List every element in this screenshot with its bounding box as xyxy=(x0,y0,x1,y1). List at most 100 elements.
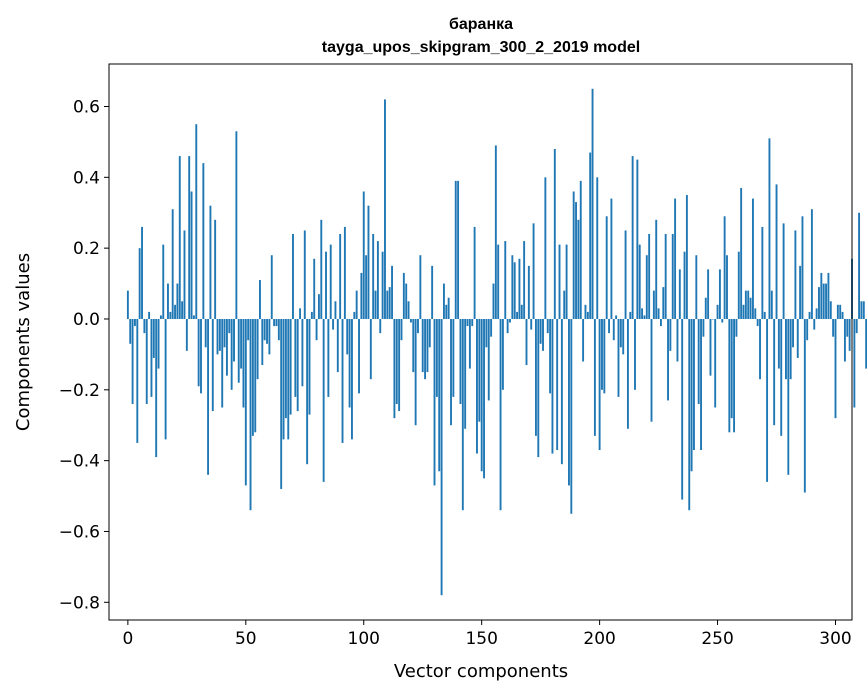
bar xyxy=(704,297,707,319)
bar xyxy=(419,255,422,319)
bar xyxy=(563,290,566,319)
bar xyxy=(306,318,309,465)
bar xyxy=(200,318,202,394)
bar xyxy=(766,318,769,482)
bar xyxy=(233,318,235,362)
bar xyxy=(159,315,162,319)
bar xyxy=(862,301,865,319)
bar xyxy=(391,265,393,319)
bar xyxy=(284,318,287,419)
bar xyxy=(721,318,724,323)
y-tick-label: −0.4 xyxy=(59,452,100,472)
bar xyxy=(693,318,695,451)
bar xyxy=(796,318,799,358)
bar xyxy=(605,216,608,319)
bar xyxy=(365,255,368,319)
bar xyxy=(353,311,356,319)
bar xyxy=(865,318,867,369)
bar xyxy=(723,216,726,319)
bar xyxy=(711,318,714,320)
bar xyxy=(716,304,719,319)
bar xyxy=(737,251,740,319)
x-tick-label: 200 xyxy=(583,629,615,649)
bar xyxy=(530,318,533,330)
bar xyxy=(249,318,252,511)
bar xyxy=(310,311,313,319)
bar xyxy=(294,318,297,397)
bar xyxy=(308,318,311,415)
bar xyxy=(596,177,599,319)
bar xyxy=(751,198,754,319)
bar xyxy=(754,308,757,319)
bar xyxy=(254,318,257,433)
bar xyxy=(626,318,629,429)
bar xyxy=(131,318,134,404)
bar xyxy=(457,180,460,319)
bar xyxy=(777,318,780,369)
bar xyxy=(329,244,332,319)
bar xyxy=(348,318,351,408)
bar xyxy=(610,198,613,319)
bar xyxy=(240,318,243,369)
bar xyxy=(461,318,464,511)
bar xyxy=(176,283,179,319)
bar xyxy=(334,301,337,319)
bar xyxy=(832,318,835,337)
bar xyxy=(730,318,733,419)
bar xyxy=(513,262,516,319)
bar xyxy=(336,318,339,373)
bar xyxy=(395,318,398,404)
bar xyxy=(579,180,582,319)
bar xyxy=(608,318,610,334)
bar xyxy=(214,219,217,319)
bar xyxy=(339,233,342,319)
bar xyxy=(343,226,346,319)
bar xyxy=(662,287,665,319)
bar xyxy=(317,294,320,319)
bar xyxy=(813,318,816,330)
bar xyxy=(426,318,429,373)
bar xyxy=(695,255,698,319)
bar xyxy=(483,318,485,479)
bar xyxy=(499,318,502,511)
bar xyxy=(454,180,457,319)
bar xyxy=(494,145,497,319)
bar xyxy=(700,318,702,451)
bar xyxy=(615,315,618,319)
bar xyxy=(150,318,153,397)
bar xyxy=(256,318,259,380)
bar xyxy=(806,318,809,341)
plot-frame xyxy=(108,63,853,621)
bar xyxy=(761,226,764,319)
bar xyxy=(683,251,686,319)
bar xyxy=(299,308,301,319)
bar xyxy=(263,318,266,341)
bar xyxy=(834,318,837,419)
bar xyxy=(204,318,207,348)
bar xyxy=(728,318,731,433)
bar xyxy=(369,318,372,380)
bar xyxy=(174,304,176,319)
bar xyxy=(362,191,365,319)
bar xyxy=(785,318,787,380)
bar xyxy=(575,202,577,319)
bar xyxy=(546,318,549,334)
bar xyxy=(836,304,839,319)
bar xyxy=(313,258,316,319)
bar xyxy=(367,205,370,319)
bar xyxy=(178,156,181,319)
bar xyxy=(520,304,523,319)
bar xyxy=(676,318,679,362)
x-tick-label: 0 xyxy=(122,629,133,649)
bar xyxy=(544,177,547,319)
bar xyxy=(487,318,490,401)
bar xyxy=(744,290,747,319)
bar xyxy=(586,311,589,319)
bar xyxy=(827,272,830,319)
bar xyxy=(497,244,500,319)
bar xyxy=(657,308,660,319)
bar xyxy=(829,301,832,319)
bar xyxy=(292,233,294,319)
bar xyxy=(749,297,752,319)
bar xyxy=(822,283,825,319)
